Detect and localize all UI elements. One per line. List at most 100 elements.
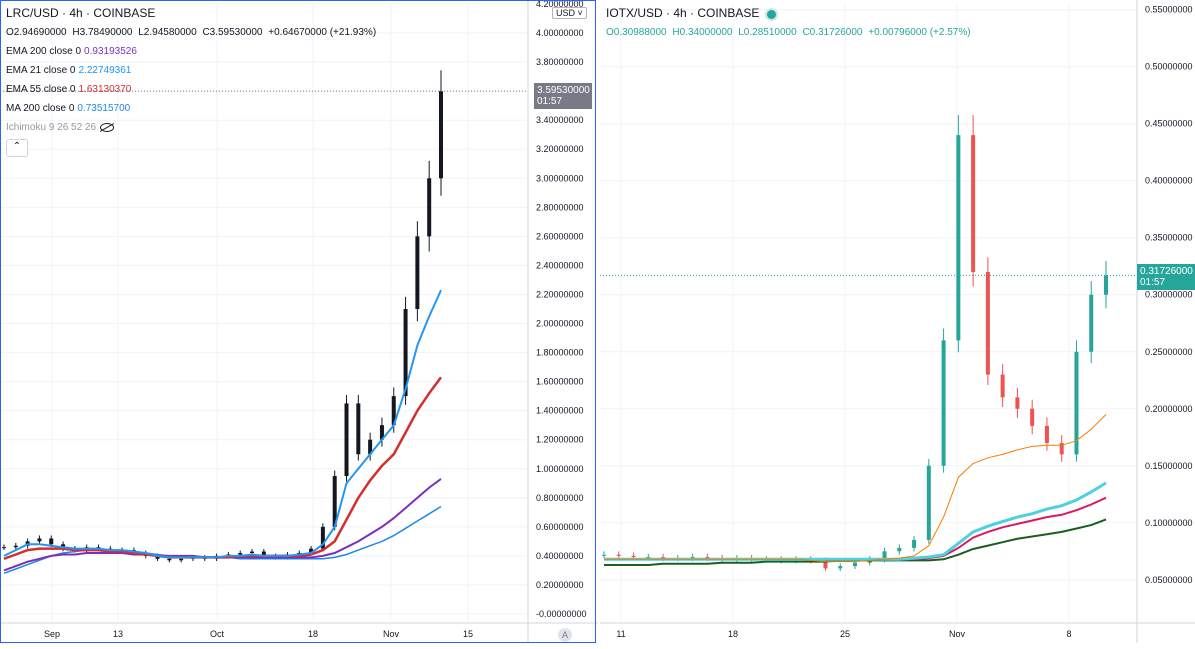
y-tick-label: 0.05000000 — [1145, 575, 1193, 585]
candle-body — [602, 554, 606, 556]
candle-body — [1089, 294, 1094, 352]
indicator-value: 2.22749361 — [78, 65, 132, 76]
lrc-open: O2.94690000 — [6, 27, 67, 38]
iotx-countdown: 01:57 — [1140, 277, 1166, 288]
indicator-label: EMA 200 close 0 — [6, 46, 82, 57]
y-tick-label: 3.80000000 — [536, 57, 584, 67]
indicator-value: 0.93193526 — [84, 46, 137, 57]
y-tick-label: 1.40000000 — [536, 406, 584, 416]
lrc-symbol-title[interactable]: LRC/USD · 4h · COINBASE — [6, 6, 156, 20]
candle-body — [631, 555, 636, 557]
candle-body — [661, 556, 666, 559]
candle-body — [1044, 425, 1049, 443]
indicator-ema55[interactable]: EMA 55 close 0 1.63130370 — [6, 80, 379, 99]
lrc-change: +0.64670000 (+21.93%) — [268, 27, 377, 38]
y-tick-label: 1.60000000 — [536, 377, 584, 387]
y-tick-label: 1.80000000 — [536, 348, 584, 358]
candle-body — [427, 178, 432, 237]
iotx-chart-pane[interactable]: 0.55000000 0.50000000 0.45000000 0.40000000… — [600, 0, 1195, 645]
y-tick-label: 0.35000000 — [1145, 233, 1193, 243]
candle-body — [971, 135, 976, 272]
iotx-legend: IOTX/USD · 4h · COINBASE O0.30988000 H0.… — [606, 4, 974, 42]
y-tick-label: 1.20000000 — [536, 435, 584, 445]
candle-body — [926, 465, 931, 540]
y-tick-label: -0.00000000 — [536, 609, 587, 619]
indicator-ema21[interactable]: EMA 21 close 0 2.22749361 — [6, 61, 379, 80]
indicator-label: EMA 55 close 0 — [6, 84, 76, 95]
ema21-line — [3, 289, 442, 559]
lrc-chart-pane[interactable]: 4.200000004.000000003.800000003.60000000… — [0, 0, 598, 645]
x-tick-label: 18 — [728, 629, 738, 639]
iotx-change: +0.00796000 (+2.57%) — [868, 27, 971, 38]
iotx-symbol-title[interactable]: IOTX/USD · 4h · COINBASE — [606, 6, 760, 20]
iotx-last-price: 0.31726000 — [1140, 266, 1193, 277]
candle-body — [690, 556, 695, 559]
x-tick-label: Oct — [210, 629, 225, 639]
candle-body — [705, 556, 710, 559]
collapse-chevron-up-icon[interactable]: ⌃ — [6, 139, 28, 157]
y-tick-label: 4.00000000 — [536, 28, 584, 38]
candle-body — [1000, 374, 1005, 398]
currency-label: USD — [556, 8, 576, 18]
candle-body — [356, 403, 361, 455]
candle-body — [439, 91, 443, 179]
indicator-ichimoku[interactable]: Ichimoku 9 26 52 26 — [6, 118, 379, 137]
indicator-value: 0.73515700 — [77, 103, 131, 114]
iotx-chart-svg[interactable]: 0.55000000 0.50000000 0.45000000 0.40000000… — [600, 0, 1195, 645]
y-tick-label: 0.10000000 — [1145, 518, 1193, 528]
y-tick-label: 0.15000000 — [1145, 461, 1193, 471]
ma200-line — [3, 505, 442, 575]
candle-body — [332, 476, 337, 527]
candle-body — [391, 396, 396, 426]
x-tick-label: 11 — [616, 629, 625, 639]
candle-body — [882, 551, 887, 560]
candle-body — [13, 545, 18, 548]
currency-select[interactable]: USD ˅ — [552, 7, 587, 19]
y-tick-label: 0.20000000 — [1145, 404, 1193, 414]
y-tick-label: 0.25000000 — [1145, 347, 1193, 357]
indicator-label: MA 200 close 0 — [6, 103, 75, 114]
candle-body — [1015, 397, 1020, 409]
indicator-label: Ichimoku 9 26 52 26 — [6, 122, 97, 133]
y-tick-label: 2.80000000 — [536, 202, 584, 212]
candle-body — [37, 538, 42, 542]
candle-body — [344, 403, 349, 477]
x-tick-label: 13 — [113, 629, 123, 639]
candle-body — [897, 547, 902, 552]
candle-body — [155, 555, 160, 559]
candle-body — [179, 558, 184, 561]
candle-body — [415, 236, 420, 309]
candle-body — [403, 309, 408, 397]
y-tick-label: 0.40000000 — [1145, 176, 1193, 186]
lrc-close: C3.59530000 — [202, 27, 263, 38]
lrc-legend: LRC/USD · 4h · COINBASE O2.94690000 H3.7… — [6, 4, 379, 157]
iotx-low: L0.28510000 — [738, 27, 797, 38]
iotx-last-price-tag: 0.31726000 01:57 — [1137, 264, 1195, 290]
y-tick-label: 0.30000000 — [1145, 290, 1193, 300]
candle-body — [379, 425, 384, 440]
candle-body — [261, 551, 266, 556]
indicator-label: EMA 21 close 0 — [6, 65, 76, 76]
auto-scale-button[interactable]: A — [558, 628, 572, 642]
y-tick-label: 4.20000000 — [536, 0, 584, 9]
candle-body — [368, 439, 373, 455]
candle-body — [1059, 442, 1064, 455]
hidden-eye-icon[interactable] — [100, 122, 115, 132]
y-tick-label: 0.45000000 — [1145, 119, 1193, 129]
candle-body — [941, 340, 946, 466]
x-tick-label: 18 — [308, 629, 318, 639]
indicator-ma200[interactable]: MA 200 close 0 0.73515700 — [6, 99, 379, 118]
candle-body — [853, 562, 857, 567]
y-tick-label: 0.40000000 — [536, 551, 584, 561]
indicator-value: 1.63130370 — [78, 84, 132, 95]
y-tick-label: 3.20000000 — [536, 144, 584, 154]
candle-body — [616, 554, 621, 556]
y-tick-label: 0.20000000 — [536, 580, 584, 590]
lrc-last-price-tag: 3.59530000 01:57 — [534, 83, 592, 109]
indicator-ema200[interactable]: EMA 200 close 0 0.93193526 — [6, 42, 379, 61]
y-tick-label: 1.00000000 — [536, 464, 584, 474]
candle-body — [238, 553, 243, 555]
iotx-open: O0.30988000 — [606, 27, 667, 38]
y-tick-label: 0.55000000 — [1145, 5, 1193, 15]
lrc-low: L2.94580000 — [138, 27, 197, 38]
